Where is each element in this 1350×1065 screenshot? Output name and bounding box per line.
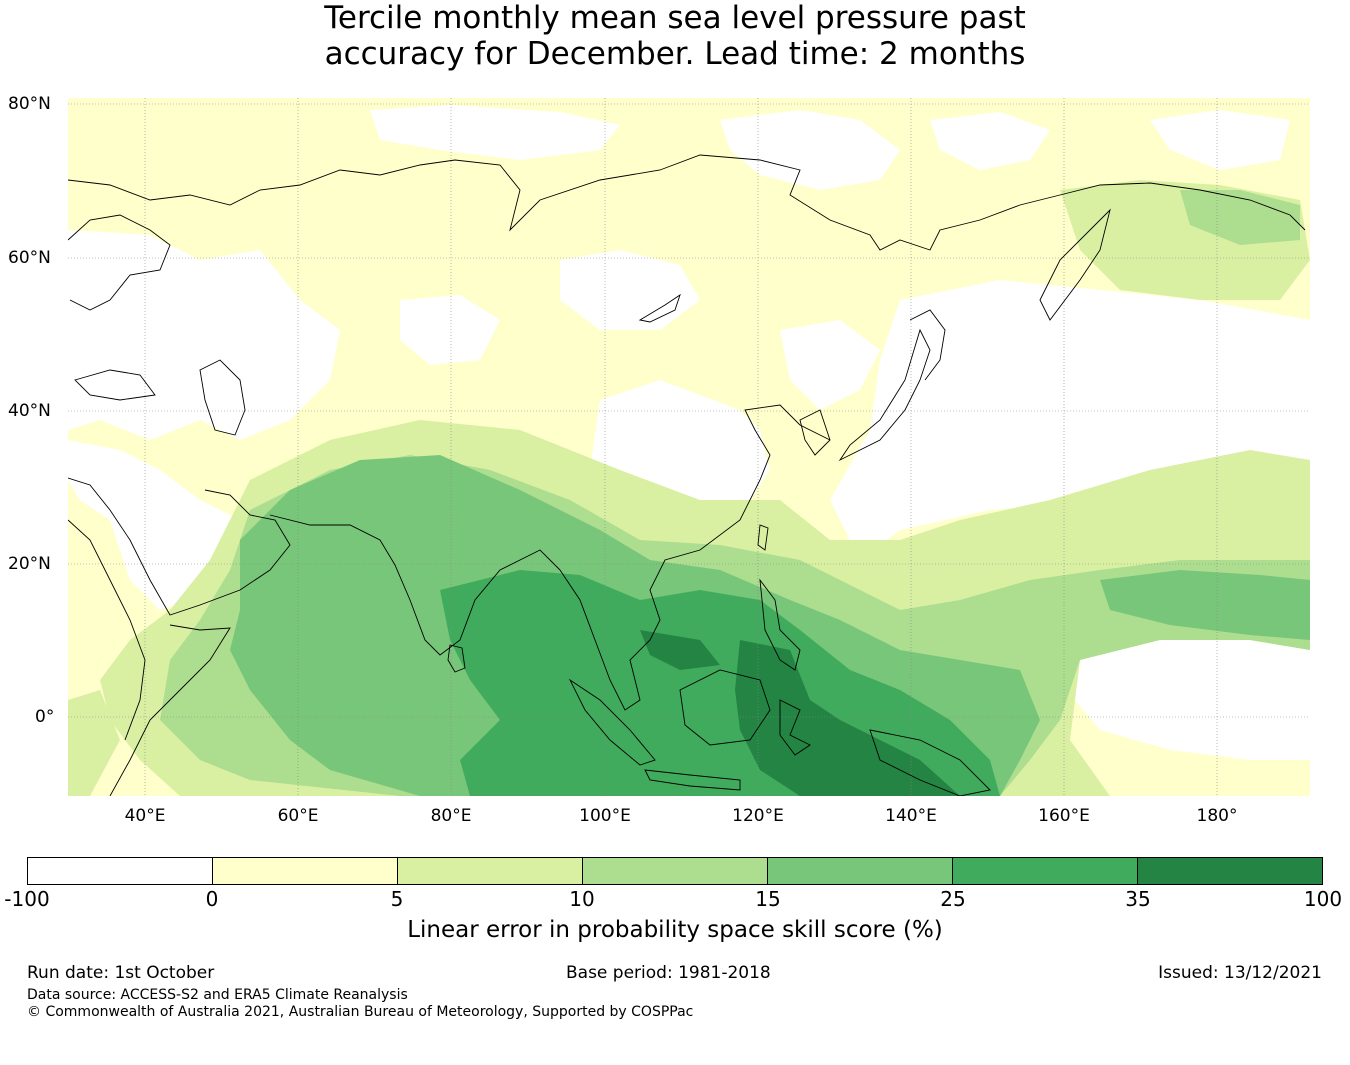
lon-label-140e: 140°E — [885, 806, 937, 826]
lon-label-80e: 80°E — [430, 806, 472, 826]
colorbar-segment — [213, 858, 398, 884]
lon-label-160e: 160°E — [1038, 806, 1090, 826]
coastlines — [68, 154, 1306, 796]
title-line-1: Tercile monthly mean sea level pressure … — [324, 0, 1026, 36]
copyright: © Commonwealth of Australia 2021, Austra… — [27, 1004, 694, 1020]
lat-label-20n: 20°N — [8, 554, 51, 574]
title-line-2: accuracy for December. Lead time: 2 mont… — [324, 36, 1026, 72]
colorbar-segment — [398, 858, 583, 884]
chart-title: Tercile monthly mean sea level pressure … — [0, 0, 1350, 72]
colorbar-tick: 5 — [390, 887, 404, 911]
lon-label-120e: 120°E — [732, 806, 784, 826]
base-period: Base period: 1981-2018 — [566, 963, 771, 983]
lat-label-80n: 80°N — [8, 94, 51, 114]
data-source: Data source: ACCESS-S2 and ERA5 Climate … — [27, 987, 408, 1003]
colorbar-tick: 100 — [1303, 887, 1343, 911]
colorbar-tick: 0 — [205, 887, 219, 911]
lon-label-60e: 60°E — [277, 806, 319, 826]
colorbar-segment — [28, 858, 213, 884]
colorbar-tick: 35 — [1125, 887, 1151, 911]
colorbar-tick: 25 — [940, 887, 966, 911]
lon-label-180: 180° — [1196, 806, 1238, 826]
graticule — [68, 98, 1310, 796]
colorbar-tick: 10 — [569, 887, 595, 911]
field-35-100 — [640, 630, 960, 796]
skill-score-map — [68, 98, 1310, 796]
colorbar-segment — [1138, 858, 1322, 884]
colorbar — [27, 857, 1323, 885]
issued-date: Issued: 13/12/2021 — [1158, 963, 1322, 983]
run-date: Run date: 1st October — [27, 963, 215, 983]
map-field — [68, 98, 1310, 796]
lat-label-0: 0° — [35, 707, 55, 727]
lat-label-60n: 60°N — [8, 248, 51, 268]
colorbar-segment — [583, 858, 768, 884]
lon-label-100e: 100°E — [579, 806, 631, 826]
colorbar-tick: 15 — [755, 887, 781, 911]
lon-label-40e: 40°E — [124, 806, 166, 826]
colorbar-tick: -100 — [4, 887, 50, 911]
colorbar-segment — [768, 858, 953, 884]
colorbar-label: Linear error in probability space skill … — [407, 917, 943, 943]
lat-label-40n: 40°N — [8, 401, 51, 421]
colorbar-segment — [953, 858, 1138, 884]
